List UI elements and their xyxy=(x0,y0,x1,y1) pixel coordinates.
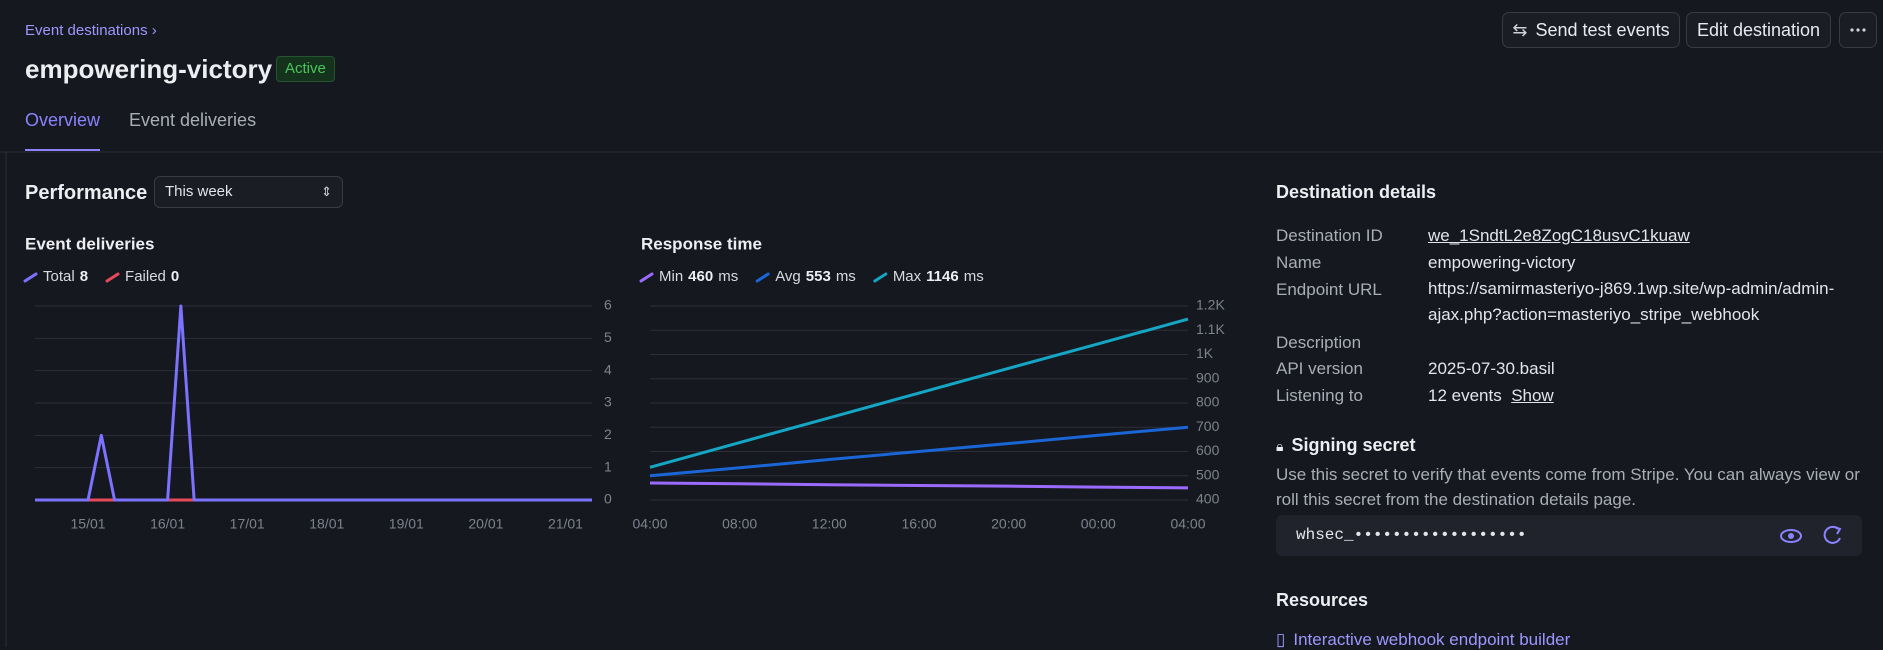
show-link[interactable]: Show xyxy=(1511,386,1554,405)
legend-swatch xyxy=(105,272,120,283)
section-title: Performance xyxy=(25,182,148,204)
period-select[interactable]: This week ⇕ xyxy=(154,176,343,208)
legend-label: Avg xyxy=(775,268,801,285)
x-tick-label: 00:00 xyxy=(1081,516,1116,532)
resources-title: Resources xyxy=(1276,590,1369,610)
detail-label: API version xyxy=(1276,359,1363,378)
secret-value: whsec_•••••••••••••••••• xyxy=(1296,526,1527,544)
breadcrumb[interactable]: Event destinations › xyxy=(25,22,157,39)
legend-label: Failed xyxy=(125,268,166,285)
legend-swatch xyxy=(873,272,888,283)
secret-title-text: Signing secret xyxy=(1291,435,1416,455)
button-label: Send test events xyxy=(1535,19,1670,40)
more-button[interactable] xyxy=(1839,12,1877,48)
y-tick-label: 1K xyxy=(1196,345,1214,361)
detail-value-text: 12 events xyxy=(1428,386,1502,405)
more-icon xyxy=(1850,28,1866,32)
tab[interactable]: Overview xyxy=(25,110,101,130)
select-value: This week xyxy=(165,183,233,200)
detail-value: 12 events Show xyxy=(1428,386,1554,406)
legend-value: 0 xyxy=(171,268,179,285)
breadcrumb-link[interactable]: Event destinations xyxy=(25,22,148,39)
legend-swatch xyxy=(23,272,38,283)
legend-value: 1146 xyxy=(926,268,959,285)
series-line xyxy=(649,317,1189,469)
y-tick-label: 0 xyxy=(604,491,612,507)
series-line xyxy=(649,481,1189,490)
page-title: empowering-victory xyxy=(25,54,273,84)
legend-value: 553 xyxy=(806,268,831,285)
x-tick-label: 17/01 xyxy=(230,516,265,532)
edit-button[interactable]: Edit destination xyxy=(1686,12,1831,48)
y-tick-label: 6 xyxy=(604,297,612,313)
legend-unit: ms xyxy=(836,268,856,285)
legend-swatch xyxy=(755,272,770,283)
detail-label: Name xyxy=(1276,253,1322,272)
legend-label: Min xyxy=(659,268,683,285)
legend-label: Total xyxy=(43,268,75,285)
y-tick-label: 5 xyxy=(604,329,612,345)
detail-value: https://samirmasteriyo-j869.1wp.site/wp-… xyxy=(1428,279,1835,324)
send-test-button[interactable]: ⇆ Send test events xyxy=(1502,12,1680,48)
status-badge: Active xyxy=(276,56,335,82)
detail-value: empowering-victory xyxy=(1428,253,1576,272)
x-tick-label: 08:00 xyxy=(722,516,757,532)
x-tick-label: 16:00 xyxy=(901,516,936,532)
detail-label: Endpoint URL xyxy=(1276,280,1382,299)
y-tick-label: 900 xyxy=(1196,369,1220,385)
chart-title: Event deliveries xyxy=(25,234,154,253)
legend-unit: ms xyxy=(964,268,984,285)
y-tick-label: 600 xyxy=(1196,442,1220,458)
y-tick-label: 1.2K xyxy=(1196,297,1225,313)
secret-description: Use this secret to verify that events co… xyxy=(1276,465,1860,509)
x-tick-label: 19/01 xyxy=(389,516,424,532)
legend-value: 460 xyxy=(688,268,713,285)
x-tick-label: 20/01 xyxy=(468,516,503,532)
chart-title: Response time xyxy=(641,234,762,253)
detail-value: 2025-07-30.basil xyxy=(1428,359,1555,378)
x-tick-label: 04:00 xyxy=(1170,516,1205,532)
legend-unit: ms xyxy=(718,268,738,285)
y-tick-label: 700 xyxy=(1196,418,1220,434)
series-line xyxy=(35,304,592,502)
x-tick-label: 18/01 xyxy=(309,516,344,532)
x-tick-label: 16/01 xyxy=(150,516,185,532)
secret-box: whsec_•••••••••••••••••• xyxy=(1276,515,1862,556)
detail-value[interactable]: we_1SndtL2e8ZogC18usvC1kuaw xyxy=(1428,226,1690,245)
y-tick-label: 1.1K xyxy=(1196,321,1225,337)
detail-label: Listening to xyxy=(1276,386,1363,405)
resource-link-text[interactable]: Interactive webhook endpoint builder xyxy=(1293,630,1571,649)
secret-actions[interactable] xyxy=(1780,525,1850,547)
series-line xyxy=(649,425,1189,478)
y-tick-label: 800 xyxy=(1196,394,1220,410)
y-tick-label: 400 xyxy=(1196,491,1220,507)
x-tick-label: 21/01 xyxy=(548,516,583,532)
x-tick-label: 15/01 xyxy=(71,516,106,532)
detail-label: Description xyxy=(1276,333,1362,352)
legend-swatch xyxy=(639,272,654,283)
details-title: Destination details xyxy=(1276,182,1437,202)
x-tick-label: 20:00 xyxy=(991,516,1026,532)
y-tick-label: 1 xyxy=(604,458,612,474)
legend-label: Max xyxy=(893,268,922,285)
y-tick-label: 3 xyxy=(604,394,612,410)
y-tick-label: 2 xyxy=(604,426,612,442)
y-tick-label: 500 xyxy=(1196,466,1220,482)
legend-value: 8 xyxy=(80,268,88,285)
resource-link[interactable]: ▯ Interactive webhook endpoint builder xyxy=(1276,630,1571,649)
x-tick-label: 04:00 xyxy=(632,516,667,532)
detail-label: Destination ID xyxy=(1276,226,1383,245)
tab[interactable]: Event deliveries xyxy=(129,110,257,130)
x-tick-label: 12:00 xyxy=(812,516,847,532)
secret-title: 🔒︎ Signing secret xyxy=(1276,435,1416,455)
y-tick-label: 4 xyxy=(604,361,612,377)
